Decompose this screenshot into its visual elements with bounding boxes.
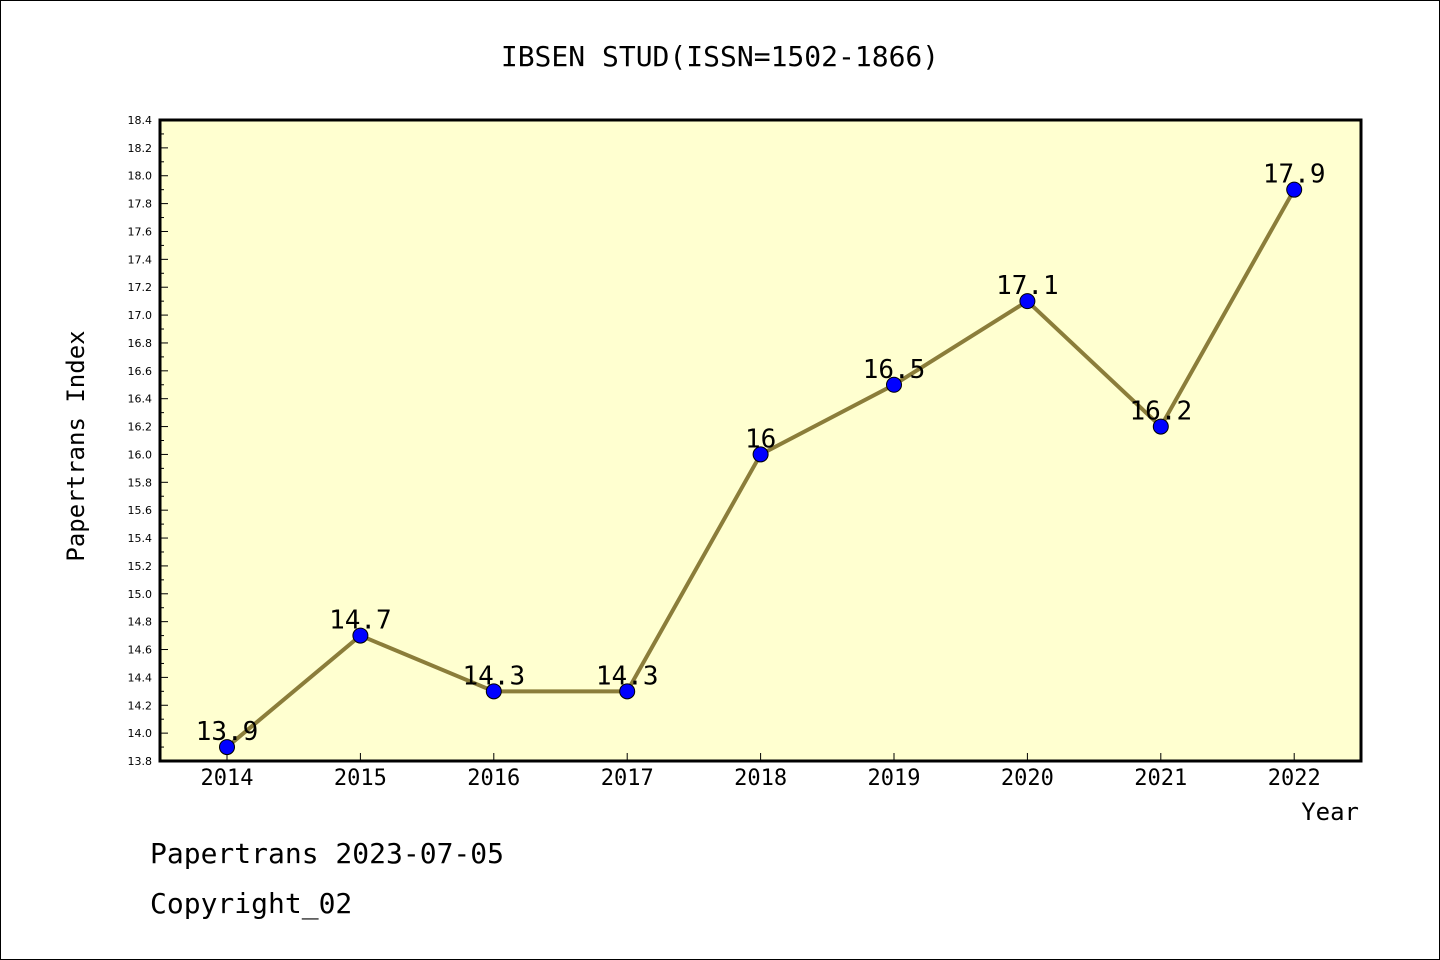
plot-border (158, 118, 1363, 763)
y-tick-label: 18.2 (128, 142, 153, 155)
x-axis-label: Year (1301, 798, 1359, 826)
y-tick-label: 14.6 (128, 644, 153, 657)
plot-area (160, 120, 1361, 761)
y-tick-label: 16.6 (128, 365, 153, 378)
y-tick-label: 17.6 (128, 225, 153, 238)
data-point (1152, 418, 1169, 435)
footer-date: Papertrans 2023-07-05 (150, 837, 504, 870)
data-point (1286, 181, 1303, 198)
data-point (886, 376, 902, 393)
y-axis: 13.8 14.0 14.2 14.4 14.6 14.8 15.0 15.2 15.4 15.6… (128, 114, 168, 768)
y-tick-label: 15.0 (128, 588, 153, 601)
y-tick-label: 15.6 (128, 504, 153, 517)
chart-title: IBSEN STUD(ISSN=1502-1866) (501, 40, 939, 73)
x-tick-label: 2014 (201, 766, 254, 791)
x-tick-label: 2015 (334, 766, 387, 791)
x-tick-label: 2019 (868, 766, 921, 791)
y-tick-label: 16.8 (128, 337, 153, 350)
y-tick-label: 16.4 (128, 393, 153, 406)
y-tick-label: 17.8 (128, 198, 153, 211)
data-label: 17.1 (996, 271, 1059, 301)
x-tick-label: 2022 (1268, 766, 1321, 791)
data-label: 16.5 (863, 355, 926, 385)
data-point (485, 683, 502, 700)
data-label: 14.3 (462, 661, 525, 691)
y-tick-label: 14.2 (128, 699, 153, 712)
y-tick-label: 16.0 (128, 448, 153, 461)
x-tick-label: 2018 (734, 766, 787, 791)
y-tick-label: 15.8 (128, 476, 153, 489)
y-tick-label: 15.4 (128, 532, 153, 545)
data-point (352, 627, 369, 644)
data-label: 17.9 (1263, 160, 1326, 190)
y-tick-label: 17.4 (128, 253, 153, 266)
data-point (752, 446, 769, 463)
x-tick-label: 2020 (1001, 766, 1054, 791)
series-layer (219, 181, 1303, 756)
x-tick-label: 2016 (467, 766, 520, 791)
data-label: 14.3 (596, 661, 659, 691)
x-tick-label: 2021 (1134, 766, 1187, 791)
y-tick-label: 14.4 (128, 671, 153, 684)
x-tick-label: 2017 (601, 766, 654, 791)
y-tick-label: 17.2 (128, 281, 153, 294)
y-axis-label: Papertrans Index (62, 330, 90, 561)
data-labels: 13.9 14.7 14.3 14.3 16 16.5 17.1 16.2 17.9 (196, 160, 1326, 747)
data-label: 16.2 (1129, 397, 1192, 427)
data-point (219, 739, 235, 756)
data-point (1019, 293, 1036, 310)
y-tick-label: 15.2 (128, 560, 153, 573)
y-tick-label: 13.8 (128, 755, 153, 768)
data-label: 13.9 (196, 717, 259, 747)
x-axis: 2014 2015 2016 2017 2018 2019 2020 2021 2022 (201, 753, 1321, 791)
y-tick-label: 18.0 (128, 170, 153, 183)
y-tick-label: 14.0 (128, 727, 153, 740)
data-label: 16 (745, 424, 776, 454)
footer-copyright: Copyright_02 (150, 887, 352, 921)
y-tick-label: 16.2 (128, 421, 153, 434)
y-tick-label: 18.4 (128, 114, 153, 127)
data-label: 14.7 (329, 606, 392, 636)
y-tick-label: 17.0 (128, 309, 153, 322)
y-tick-label: 14.8 (128, 616, 153, 629)
data-point (619, 683, 636, 700)
